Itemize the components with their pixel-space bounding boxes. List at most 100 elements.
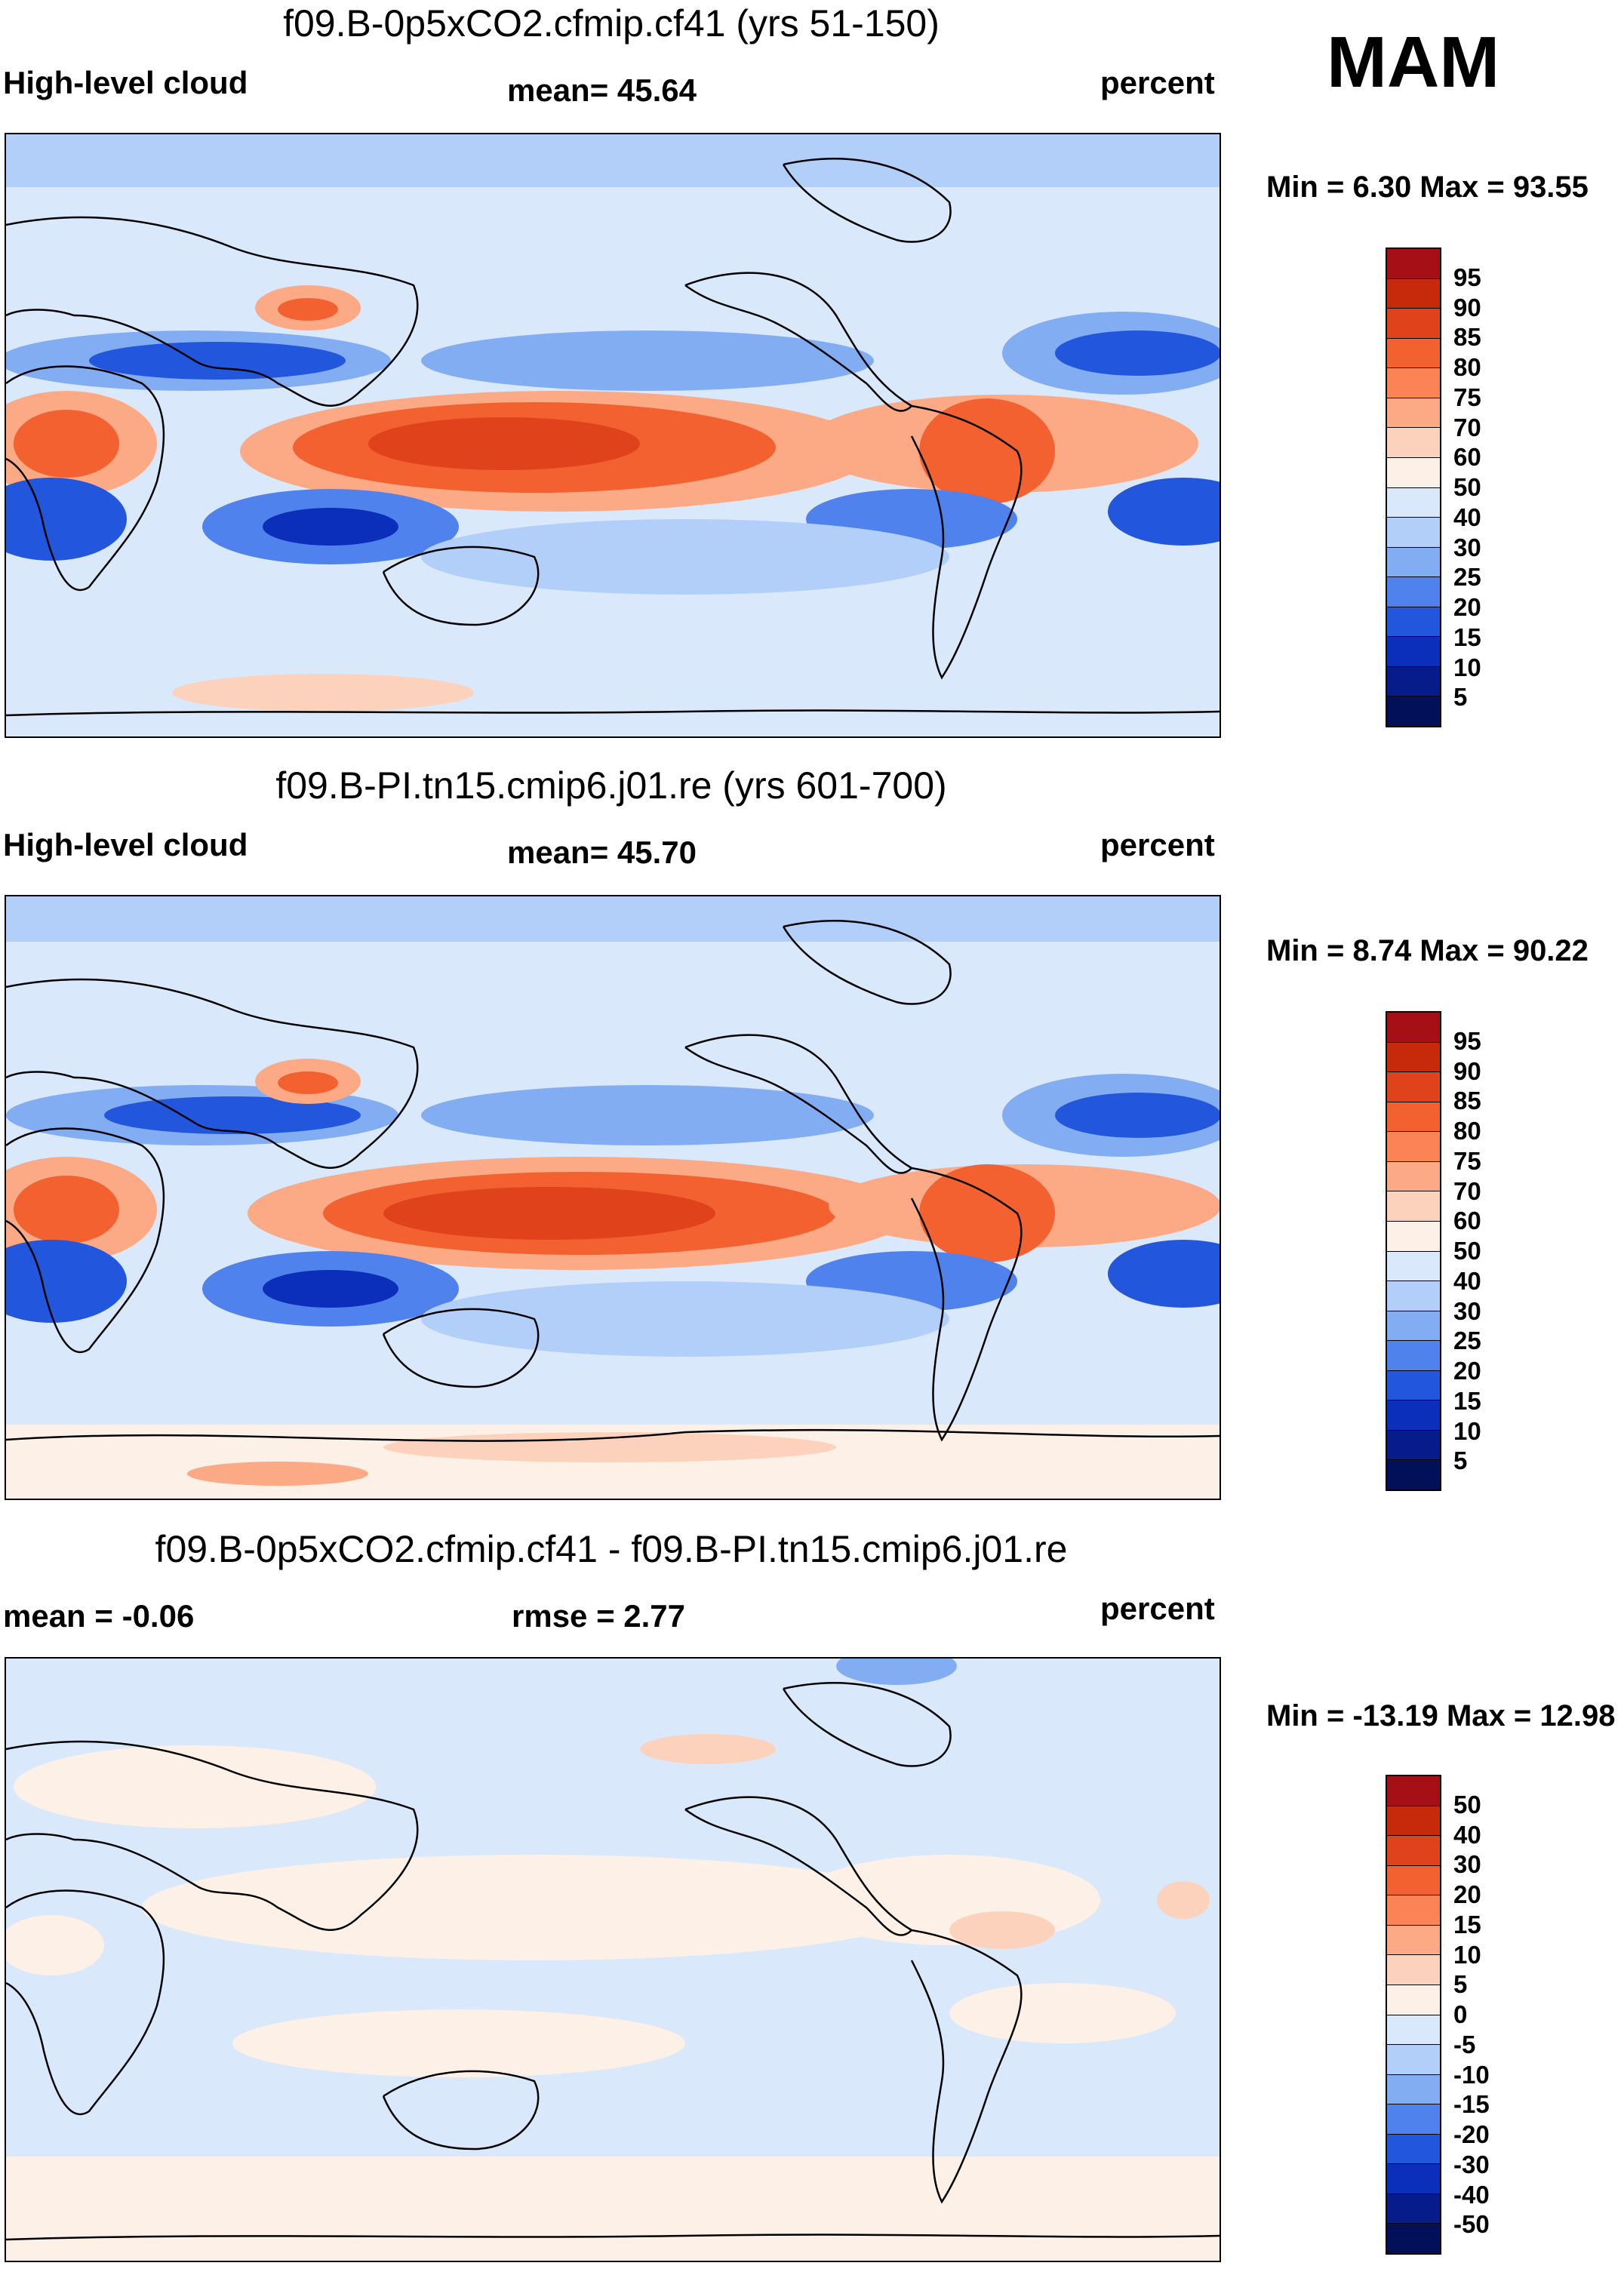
colorbar-tick-label: 90 [1453,293,1481,321]
panel-1-minmax: Min = 6.30 Max = 93.55 [1266,171,1589,204]
panel-1-title: f09.B-0p5xCO2.cfmip.cf41 (yrs 51-150) [283,2,940,45]
panel-1-map [5,133,1221,738]
colorbar-tick-label: 10 [1453,653,1481,681]
colorbar-tick-label: 50 [1453,473,1481,501]
colorbar-tick-label: 60 [1453,1207,1481,1235]
colorbar-swatch [1387,2104,1440,2135]
colorbar-swatch [1387,2045,1440,2075]
panel-2-variable-label: High-level cloud [3,827,248,862]
panel-3-map-svg [6,1659,1220,2261]
panel-3-colorbar [1386,1775,1441,2255]
colorbar-tick-label: 80 [1453,353,1481,381]
colorbar-tick-label: 5 [1453,683,1468,712]
colorbar-tick-label: 85 [1453,1087,1481,1115]
colorbar-swatch [1387,518,1440,548]
colorbar-tick-label: 60 [1453,443,1481,472]
colorbar-tick-label: -15 [1453,2090,1490,2119]
colorbar-tick-label: 90 [1453,1056,1481,1085]
colorbar-tick-label: 75 [1453,1146,1481,1175]
colorbar-tick-label: 50 [1453,1237,1481,1265]
panel-1-mean-label: mean= 45.64 [507,72,697,108]
colorbar-swatch [1387,1311,1440,1342]
panel-3-mean-label: mean = -0.06 [3,1598,195,1634]
colorbar-tick-label: 5 [1453,1970,1468,1999]
colorbar-swatch [1387,398,1440,429]
panel-1-map-svg [6,134,1220,736]
colorbar-tick-label: 95 [1453,263,1481,291]
colorbar-tick-label: 30 [1453,1296,1481,1325]
colorbar-tick-label: 0 [1453,2000,1468,2028]
colorbar-swatch [1387,1161,1440,1192]
colorbar-swatch [1387,1460,1440,1490]
colorbar-tick-label: 40 [1453,1266,1481,1295]
colorbar-swatch [1387,2074,1440,2105]
panel-2-units-label: percent [1100,827,1215,862]
season-label: MAM [1327,22,1500,103]
colorbar-tick-label: 85 [1453,323,1481,352]
colorbar-swatch [1387,1191,1440,1222]
colorbar-swatch [1387,368,1440,398]
colorbar-tick-label: 15 [1453,1910,1481,1938]
colorbar-swatch [1387,1132,1440,1162]
colorbar-swatch [1387,2164,1440,2194]
colorbar-swatch [1387,278,1440,309]
colorbar-swatch [1387,487,1440,518]
colorbar-tick-label: 15 [1453,623,1481,651]
colorbar-swatch [1387,2015,1440,2046]
colorbar-swatch [1387,1370,1440,1401]
colorbar-swatch [1387,1072,1440,1102]
colorbar-swatch [1387,249,1440,279]
colorbar-tick-label: 40 [1453,1820,1481,1849]
panel-2-title: f09.B-PI.tn15.cmip6.j01.re (yrs 601-700) [275,764,947,807]
colorbar-swatch [1387,1102,1440,1133]
colorbar-swatch [1387,338,1440,369]
colorbar-tick-label: 10 [1453,1940,1481,1969]
colorbar-swatch [1387,577,1440,607]
panel-3-title: f09.B-0p5xCO2.cfmip.cf41 - f09.B-PI.tn15… [155,1528,1068,1570]
colorbar-swatch [1387,696,1440,726]
colorbar-swatch [1387,1281,1440,1311]
colorbar-tick-label: 20 [1453,593,1481,621]
colorbar-swatch [1387,309,1440,339]
colorbar-swatch [1387,1865,1440,1896]
colorbar-swatch [1387,1806,1440,1837]
colorbar-tick-label: 40 [1453,503,1481,531]
colorbar-swatch [1387,1430,1440,1461]
colorbar-tick-label: 25 [1453,1327,1481,1355]
panel-1-colorbar [1386,247,1441,727]
colorbar-tick-label: 30 [1453,1850,1481,1879]
panel-1-units-label: percent [1100,65,1215,100]
colorbar-tick-label: -50 [1453,2210,1490,2239]
colorbar-tick-label: 25 [1453,563,1481,592]
colorbar-swatch [1387,457,1440,488]
panel-3-units-label: percent [1100,1591,1215,1626]
colorbar-swatch [1387,1400,1440,1431]
colorbar-swatch [1387,1836,1440,1866]
panel-2-mean-label: mean= 45.70 [507,835,697,870]
colorbar-tick-label: -10 [1453,2060,1490,2089]
panel-2-minmax: Min = 8.74 Max = 90.22 [1266,934,1589,967]
colorbar-swatch [1387,1251,1440,1282]
colorbar-tick-label: 95 [1453,1026,1481,1055]
colorbar-swatch [1387,1341,1440,1371]
colorbar-swatch [1387,637,1440,667]
colorbar-swatch [1387,1955,1440,1985]
colorbar-tick-label: 30 [1453,533,1481,561]
colorbar-swatch [1387,1776,1440,1806]
colorbar-tick-label: 20 [1453,1880,1481,1908]
colorbar-swatch [1387,2134,1440,2165]
panel-3-minmax: Min = -13.19 Max = 12.98 [1266,1699,1616,1732]
colorbar-tick-label: 50 [1453,1790,1481,1819]
panel-3-map [5,1657,1221,2262]
colorbar-swatch [1387,1013,1440,1043]
colorbar-tick-label: 10 [1453,1416,1481,1445]
colorbar-swatch [1387,1042,1440,1073]
colorbar-tick-label: 5 [1453,1447,1468,1475]
colorbar-swatch [1387,2194,1440,2224]
panel-2-map [5,895,1221,1500]
colorbar-swatch [1387,547,1440,578]
colorbar-tick-label: -20 [1453,2120,1490,2148]
colorbar-swatch [1387,607,1440,638]
colorbar-swatch [1387,1221,1440,1252]
colorbar-tick-label: 20 [1453,1357,1481,1385]
